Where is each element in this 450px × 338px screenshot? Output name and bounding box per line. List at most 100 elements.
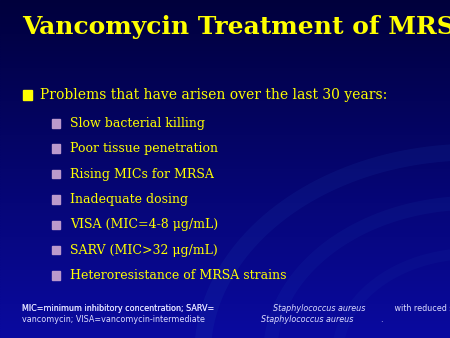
Bar xyxy=(0,68,450,69)
Bar xyxy=(0,135,450,137)
Bar xyxy=(0,252,450,254)
Bar xyxy=(0,311,450,313)
Bar xyxy=(0,172,450,174)
Bar xyxy=(0,259,450,260)
Bar xyxy=(0,161,450,162)
Bar xyxy=(0,272,450,274)
Bar xyxy=(0,318,450,319)
Bar xyxy=(0,19,450,20)
Bar xyxy=(0,282,450,284)
Bar xyxy=(0,233,450,235)
Bar xyxy=(52,220,60,229)
Text: Heteroresistance of MRSA strains: Heteroresistance of MRSA strains xyxy=(70,269,286,282)
Text: Rising MICs for MRSA: Rising MICs for MRSA xyxy=(70,168,214,180)
Bar xyxy=(0,130,450,132)
Bar xyxy=(0,210,450,211)
Bar xyxy=(0,216,450,218)
Bar xyxy=(0,144,450,145)
Bar xyxy=(0,113,450,115)
Bar xyxy=(0,328,450,330)
Bar xyxy=(0,204,450,206)
Bar xyxy=(0,196,450,198)
Bar xyxy=(0,284,450,286)
Bar xyxy=(0,188,450,189)
Bar xyxy=(0,64,450,66)
Bar xyxy=(0,248,450,250)
Bar xyxy=(0,152,450,154)
Bar xyxy=(0,304,450,306)
Bar xyxy=(0,120,450,122)
Bar xyxy=(0,44,450,46)
Bar xyxy=(0,174,450,176)
Bar xyxy=(0,162,450,164)
Bar xyxy=(0,262,450,264)
Bar xyxy=(0,199,450,201)
Bar xyxy=(0,159,450,161)
Bar xyxy=(0,176,450,177)
Bar xyxy=(0,27,450,29)
Text: VISA (MIC=4-8 μg/mL): VISA (MIC=4-8 μg/mL) xyxy=(70,218,218,231)
Bar xyxy=(0,88,450,90)
Text: Staphylococcus aureus: Staphylococcus aureus xyxy=(273,304,365,313)
Bar xyxy=(0,110,450,112)
Bar xyxy=(0,101,450,103)
Bar xyxy=(0,105,450,106)
Bar xyxy=(0,286,450,287)
Bar xyxy=(52,170,60,178)
Bar xyxy=(0,54,450,56)
Bar xyxy=(0,299,450,301)
Bar xyxy=(0,66,450,68)
Bar xyxy=(0,257,450,259)
Bar xyxy=(0,303,450,304)
Bar xyxy=(0,198,450,199)
Text: Vancomycin Treatment of MRSA: Vancomycin Treatment of MRSA xyxy=(22,15,450,39)
Bar xyxy=(0,232,450,233)
Bar xyxy=(0,73,450,74)
Bar xyxy=(0,76,450,78)
Bar xyxy=(0,254,450,255)
Bar xyxy=(0,169,450,171)
Bar xyxy=(0,12,450,14)
Bar xyxy=(0,264,450,265)
Bar xyxy=(0,123,450,125)
Text: Staphylococcus aureus: Staphylococcus aureus xyxy=(261,315,353,324)
Bar xyxy=(0,240,450,242)
Bar xyxy=(0,230,450,232)
Bar xyxy=(0,270,450,272)
Bar xyxy=(52,246,60,254)
Bar xyxy=(0,22,450,24)
Bar xyxy=(0,84,450,86)
Bar xyxy=(0,74,450,76)
Bar xyxy=(0,291,450,292)
Bar xyxy=(0,274,450,275)
Bar xyxy=(0,69,450,71)
Bar xyxy=(0,269,450,270)
Bar xyxy=(0,98,450,100)
Bar xyxy=(0,78,450,79)
Bar xyxy=(0,171,450,172)
Bar xyxy=(0,183,450,184)
Bar xyxy=(0,301,450,303)
Bar xyxy=(0,289,450,291)
Bar xyxy=(0,14,450,15)
Bar xyxy=(0,331,450,333)
Bar xyxy=(0,103,450,105)
Bar xyxy=(0,142,450,144)
Bar xyxy=(0,213,450,215)
Bar xyxy=(0,5,450,7)
Bar xyxy=(0,125,450,127)
Bar xyxy=(0,220,450,221)
Bar xyxy=(0,32,450,34)
Text: SARV (MIC>32 μg/mL): SARV (MIC>32 μg/mL) xyxy=(70,244,217,257)
Bar xyxy=(0,167,450,169)
Bar xyxy=(0,122,450,123)
Text: with reduced susceptibility to: with reduced susceptibility to xyxy=(392,304,450,313)
Bar xyxy=(0,52,450,54)
Text: Inadequate dosing: Inadequate dosing xyxy=(70,193,188,206)
Bar xyxy=(0,238,450,240)
Bar xyxy=(0,7,450,8)
Bar xyxy=(0,57,450,59)
Bar xyxy=(0,189,450,191)
Bar xyxy=(0,106,450,108)
Bar xyxy=(0,294,450,296)
